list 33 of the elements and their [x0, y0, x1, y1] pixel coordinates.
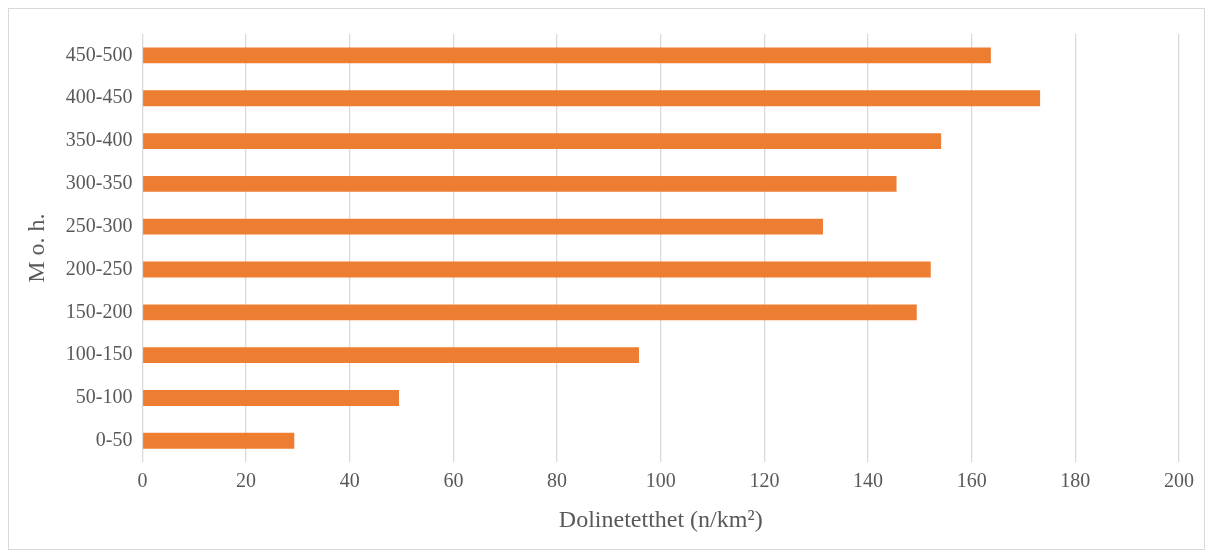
y-tick-label: 0-50 — [95, 428, 133, 451]
bar — [143, 304, 917, 321]
x-tick-label: 60 — [443, 469, 464, 492]
y-tick-label: 300-350 — [65, 171, 133, 194]
bar — [143, 175, 897, 192]
bar — [143, 47, 991, 64]
x-tick-label: 20 — [236, 469, 257, 492]
x-tick-label: 120 — [749, 469, 780, 492]
bar — [143, 218, 823, 235]
y-tick-label: 450-500 — [65, 42, 133, 65]
y-tick-label: 250-300 — [65, 213, 133, 236]
x-tick-label: 200 — [1164, 469, 1194, 492]
y-tick-label: 350-400 — [65, 128, 133, 151]
bar — [143, 133, 942, 149]
y-tick-label: 50-100 — [75, 385, 133, 408]
x-tick-label: 0 — [137, 469, 148, 492]
x-tick-label: 100 — [645, 469, 676, 492]
bar — [143, 390, 399, 406]
y-tick-label: 100-150 — [65, 342, 133, 365]
x-tick-label: 140 — [853, 469, 884, 492]
bar — [143, 90, 1041, 107]
y-tick-label: 150-200 — [65, 299, 133, 322]
y-tick-label: 400-450 — [65, 85, 133, 108]
x-tick-label: 80 — [547, 469, 568, 492]
x-tick-label: 160 — [956, 469, 987, 492]
bar — [143, 261, 931, 278]
x-axis-title: Dolinetetthet (n/km²) — [558, 505, 763, 532]
y-tick-label: 200-250 — [65, 256, 133, 279]
bar — [143, 432, 295, 449]
x-tick-label: 180 — [1060, 469, 1091, 492]
y-axis-title: M o. h. — [22, 213, 49, 283]
bar — [143, 347, 639, 364]
x-tick-label: 40 — [339, 469, 360, 492]
